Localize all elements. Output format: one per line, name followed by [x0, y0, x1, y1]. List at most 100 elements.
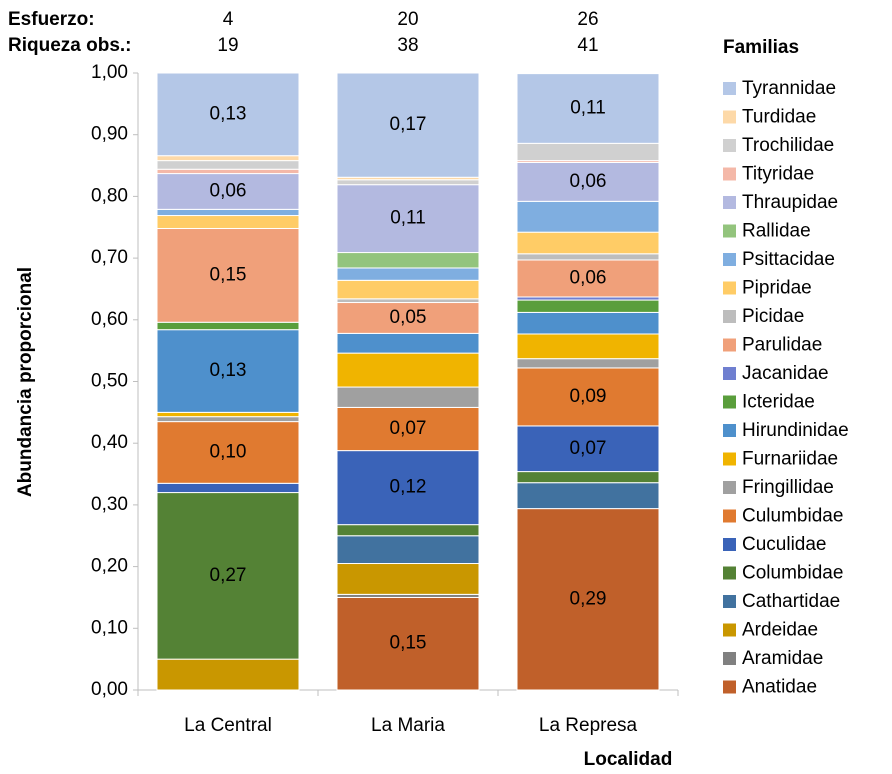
bar-segment [156, 168, 300, 175]
bar-segment [516, 471, 660, 484]
legend-label: Parulidae [742, 335, 822, 356]
bar-segment [156, 329, 300, 413]
richness-value: 38 [397, 35, 418, 56]
legend-label: Furnariidae [742, 449, 838, 470]
bar-segment [516, 161, 660, 202]
y-tick-label: 0,20 [91, 556, 128, 577]
bar-segment [156, 215, 300, 229]
bar-segment [516, 200, 660, 233]
legend-label: Jacanidae [742, 363, 829, 384]
y-tick-label: 0,50 [91, 371, 128, 392]
data-label: 0,10 [210, 441, 247, 462]
bar-segment [516, 231, 660, 255]
legend-label: Tityridae [742, 164, 814, 185]
richness-value: 41 [577, 35, 598, 56]
bar-segment [516, 482, 660, 510]
data-label: 0,09 [570, 386, 607, 407]
data-label: 0,05 [390, 307, 427, 328]
legend-swatch [723, 310, 736, 323]
legend-swatch [723, 680, 736, 694]
y-tick-label: 1,00 [91, 62, 128, 83]
bar-segment [516, 299, 660, 313]
bar-segment [156, 411, 300, 418]
data-label: 0,06 [210, 180, 247, 201]
bar-segment [156, 421, 300, 484]
legend-swatch [723, 538, 736, 551]
y-tick-label: 0,30 [91, 494, 128, 515]
legend-label: Anatidae [742, 677, 817, 698]
bar-segment [516, 508, 660, 691]
legend-swatch [723, 566, 736, 580]
legend-label: Columbidae [742, 563, 843, 584]
data-label: 0,13 [210, 103, 247, 124]
bar-segment [516, 311, 660, 335]
legend-swatch [723, 424, 736, 437]
x-tick-label: La Represa [539, 715, 638, 736]
bar-segment [156, 321, 300, 331]
bar-segment [156, 160, 300, 170]
legend-swatch [723, 595, 736, 608]
bar-segment [516, 259, 660, 298]
bar-segment [156, 173, 300, 210]
legend-label: Turdidae [742, 107, 816, 128]
legend-swatch [723, 481, 736, 494]
bar-segment [516, 73, 660, 144]
bar-segment [336, 298, 480, 304]
bar-segment [336, 386, 480, 408]
legend-label: Culumbidae [742, 506, 843, 527]
bar-segment [336, 406, 480, 452]
x-axis-label: Localidad [584, 749, 673, 770]
bar-segment [156, 155, 300, 162]
bar-segment [156, 208, 300, 217]
data-label: 0,29 [570, 588, 607, 609]
bar-segment [156, 492, 300, 660]
data-label: 0,07 [390, 418, 427, 439]
legend-label: Ardeidae [742, 620, 818, 641]
legend-swatch [723, 652, 736, 665]
data-label: 0,06 [570, 267, 607, 288]
legend-label: Trochilidae [742, 135, 834, 156]
legend-label: Aramidae [742, 648, 823, 669]
bar-segment [336, 535, 480, 565]
y-tick-label: 0,90 [91, 124, 128, 145]
legend-title: Familias [723, 37, 799, 58]
legend-swatch [723, 452, 736, 466]
legend-swatch [723, 395, 736, 409]
richness-label: Riqueza obs.: [8, 35, 132, 56]
bar-segment [516, 253, 660, 261]
legend-label: Hirundinidae [742, 420, 849, 441]
effort-value: 4 [223, 9, 234, 30]
effort-label: Esfuerzo: [8, 9, 95, 30]
legend-label: Picidae [742, 306, 804, 327]
data-label: 0,11 [570, 97, 606, 118]
bar-segment [336, 352, 480, 388]
bar-segment [516, 367, 660, 427]
data-label: 0,12 [390, 477, 427, 498]
legend-swatch [723, 281, 736, 295]
legend-swatch [723, 82, 736, 95]
y-tick-label: 0,10 [91, 617, 128, 638]
bar-segment [336, 179, 480, 186]
legend-swatch [723, 509, 736, 523]
bar-segment [156, 482, 300, 494]
legend-swatch [723, 224, 736, 238]
legend-label: Tyrannidae [742, 78, 836, 99]
effort-value: 26 [577, 9, 598, 30]
data-label: 0,07 [570, 438, 607, 459]
legend-label: Icteridae [742, 392, 815, 413]
bar-segment [336, 524, 480, 537]
bar-segment [336, 252, 480, 269]
legend-swatch [723, 367, 736, 380]
x-tick-label: La Maria [371, 715, 445, 736]
bar-segment [336, 302, 480, 334]
data-label: 0,11 [390, 208, 426, 229]
bar-segment [336, 279, 480, 300]
legend-swatch [723, 167, 736, 181]
x-tick-label: La Central [184, 715, 272, 736]
bar-segment [516, 358, 660, 369]
legend-label: Cathartidae [742, 591, 840, 612]
data-label: 0,06 [570, 171, 607, 192]
data-label: 0,15 [210, 264, 247, 285]
legend-swatch [723, 110, 736, 124]
bar-segment [516, 142, 660, 162]
